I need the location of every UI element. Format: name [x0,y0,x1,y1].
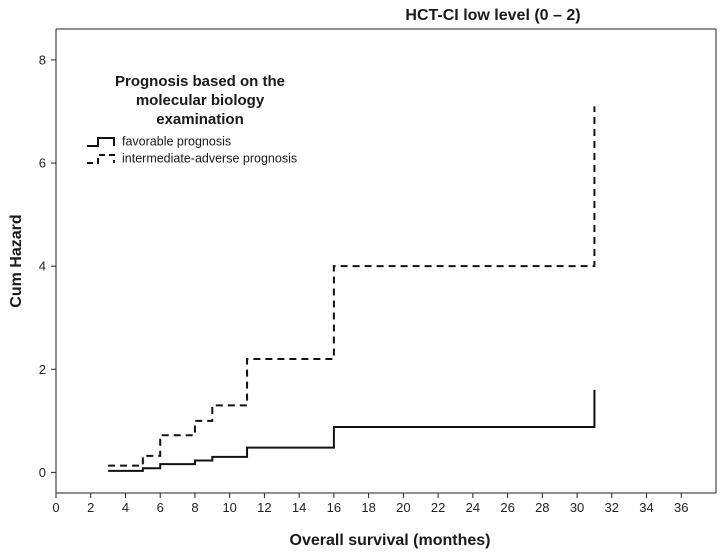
x-tick-label: 8 [191,500,198,515]
y-axis-label: Cum Hazard [8,214,25,308]
x-tick-label: 20 [396,500,410,515]
x-tick-label: 2 [87,500,94,515]
chart-title: HCT-CI low level (0 – 2) [405,7,581,24]
legend-title: Prognosis based on the molecular biology… [75,72,325,129]
x-tick-label: 30 [570,500,584,515]
series-line-intermediate-adverse [108,106,596,467]
y-tick-label: 2 [39,362,46,377]
y-tick-label: 4 [39,259,46,274]
x-tick-label: 18 [361,500,375,515]
legend-swatch-dashed [87,153,115,164]
x-tick-label: 12 [257,500,271,515]
legend-label: intermediate-adverse prognosis [122,151,298,166]
legend-swatch-solid [87,136,115,147]
x-tick-label: 28 [535,500,549,515]
x-tick-label: 6 [157,500,164,515]
x-tick-label: 14 [292,500,306,515]
legend-item-favorable: favorable prognosis [84,134,231,150]
x-ticks: 0 2 4 6 8 10 12 14 16 18 20 22 24 26 28 30 32 34 36 [52,493,688,515]
y-ticks: 0 2 4 6 8 [39,52,56,480]
x-tick-label: 24 [466,500,480,515]
series-line-favorable [108,389,596,472]
x-tick-label: 16 [327,500,341,515]
legend-item-intermediate: intermediate-adverse prognosis [84,151,297,167]
x-tick-label: 0 [52,500,59,515]
y-tick-label: 6 [39,156,46,171]
x-tick-label: 4 [122,500,129,515]
x-tick-label: 26 [500,500,514,515]
series-lines [108,106,596,472]
legend-title-line: examination [156,111,244,128]
x-tick-label: 34 [639,500,653,515]
y-tick-label: 0 [39,465,46,480]
x-tick-label: 22 [431,500,445,515]
x-tick-label: 32 [605,500,619,515]
legend-title-line: molecular biology [135,92,265,109]
x-tick-label: 36 [674,500,688,515]
legend-title-line: Prognosis based on the [114,73,286,90]
x-axis-label: Overall survival (monthes) [289,532,491,549]
y-tick-label: 8 [39,52,46,67]
x-tick-label: 10 [222,500,236,515]
legend-label: favorable prognosis [122,134,232,149]
